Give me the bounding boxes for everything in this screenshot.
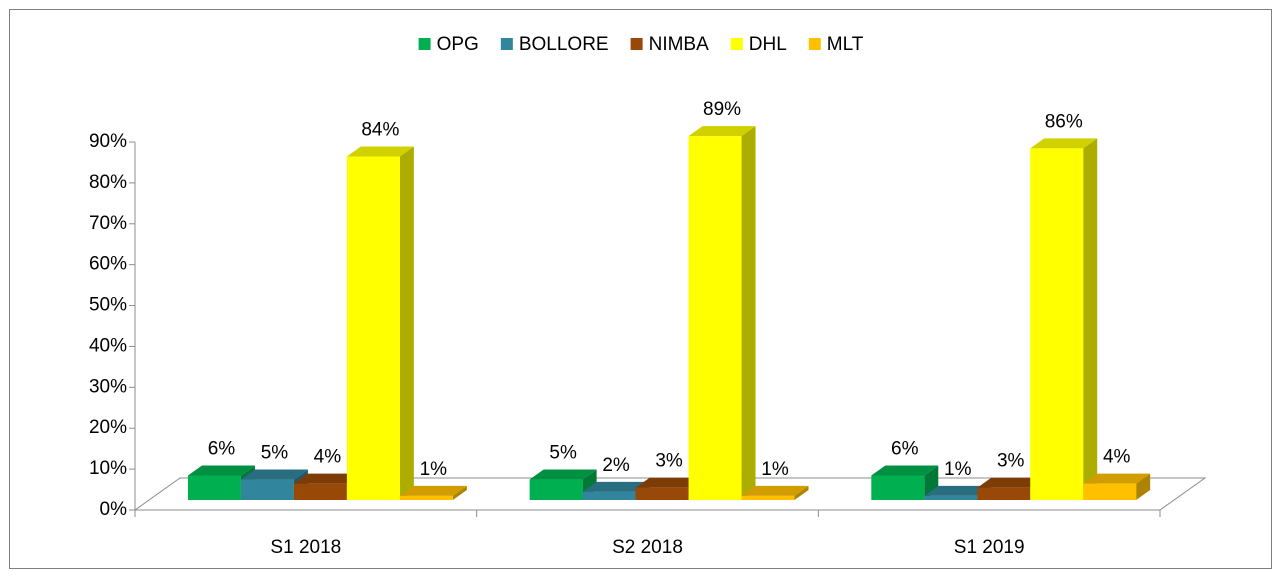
bar-top	[977, 477, 1045, 488]
y-tick-label: 40%	[89, 335, 127, 356]
bar	[688, 126, 756, 501]
y-tick-label: 0%	[100, 499, 128, 520]
legend-swatch	[500, 38, 513, 50]
legend-label: DHL	[749, 34, 787, 55]
bar-top	[346, 146, 414, 157]
bar-top	[871, 465, 939, 476]
bar-side	[794, 485, 809, 500]
value-label: 5%	[261, 443, 289, 464]
bar-top	[187, 465, 255, 476]
x-tick-label: S1 2018	[270, 537, 341, 558]
bar	[529, 469, 597, 500]
bar-front	[871, 475, 925, 500]
bar-front	[240, 479, 294, 500]
bar-top	[529, 469, 597, 480]
bar-front	[1030, 148, 1084, 500]
bar-front	[187, 475, 241, 500]
y-tick-label: 90%	[89, 131, 127, 152]
bar-side	[741, 126, 756, 500]
bar-top	[1030, 138, 1098, 149]
x-tick-label: S1 2019	[954, 537, 1025, 558]
bar	[871, 465, 939, 500]
legend: OPG BOLLORE NIMBA DHL MLT	[418, 34, 864, 55]
value-label: 4%	[314, 447, 342, 468]
bar	[346, 146, 414, 501]
bar-top	[399, 485, 467, 496]
value-label: 3%	[655, 451, 683, 472]
bar-front	[582, 491, 636, 500]
bar-front	[924, 495, 978, 500]
bar	[741, 485, 809, 500]
bar-top	[240, 469, 308, 480]
legend-label: MLT	[827, 34, 864, 55]
value-label: 1%	[420, 459, 448, 480]
legend-label: NIMBA	[649, 34, 710, 55]
legend-swatch	[630, 38, 643, 50]
y-tick-label: 20%	[89, 417, 127, 438]
bar-front	[346, 156, 400, 501]
bar	[1083, 473, 1151, 500]
bar-top	[741, 485, 809, 496]
bar	[1030, 138, 1098, 500]
value-label: 1%	[944, 459, 972, 480]
value-label: 84%	[361, 120, 399, 141]
bar-top	[924, 485, 992, 496]
legend-swatch	[730, 38, 743, 50]
value-label: 2%	[602, 455, 630, 476]
value-label: 6%	[891, 438, 919, 459]
value-label: 5%	[549, 443, 577, 464]
bar-front	[1083, 483, 1137, 500]
bar-front	[688, 136, 742, 501]
y-tick-label: 10%	[89, 458, 127, 479]
value-label: 4%	[1103, 447, 1131, 468]
bar-side	[452, 485, 467, 500]
legend-swatch	[808, 38, 821, 50]
bar-front	[741, 495, 795, 500]
bar-front	[529, 479, 583, 500]
bar-front	[399, 495, 453, 500]
bar-side	[1136, 473, 1151, 500]
y-tick-label: 70%	[89, 213, 127, 234]
bar-side	[1083, 138, 1098, 500]
bar-front	[635, 487, 689, 500]
value-label: 6%	[208, 438, 236, 459]
legend-swatch	[418, 38, 431, 50]
bar-front	[293, 483, 347, 500]
bar-top	[688, 126, 756, 137]
y-tick-label: 50%	[89, 295, 127, 316]
value-label: 1%	[761, 459, 789, 480]
value-label: 89%	[703, 99, 741, 120]
y-tick-label: 30%	[89, 376, 127, 397]
y-tick-label: 80%	[89, 172, 127, 193]
bar	[399, 485, 467, 500]
y-tick-label: 60%	[89, 254, 127, 275]
bar-top	[293, 473, 361, 484]
bar-top	[1083, 473, 1151, 484]
legend-label: OPG	[437, 34, 479, 55]
x-tick-label: S2 2018	[612, 537, 683, 558]
value-label: 86%	[1045, 111, 1083, 132]
bar-top	[635, 477, 703, 488]
bar-front	[977, 487, 1031, 500]
value-label: 3%	[997, 451, 1025, 472]
legend-label: BOLLORE	[519, 34, 609, 55]
bar	[977, 477, 1045, 500]
bar-top	[582, 481, 650, 492]
bar-side	[399, 146, 414, 501]
